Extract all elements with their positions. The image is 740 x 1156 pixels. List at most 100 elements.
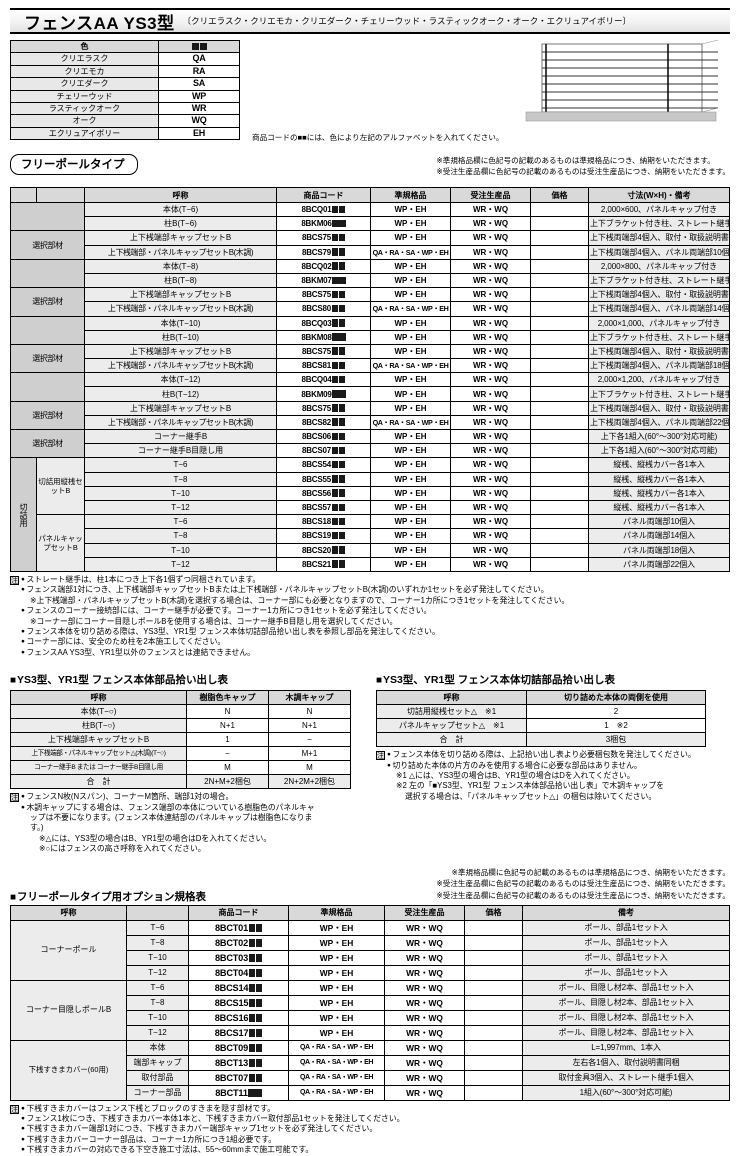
cell-price[interactable] [530, 457, 589, 473]
cell-size: T−6 [84, 514, 277, 530]
cell-remark: 上下桟両端部4個入、パネル両端部14個入、取付・取扱説明書同梱 [588, 301, 730, 317]
cell-price[interactable] [530, 301, 589, 317]
cell-price[interactable] [464, 1039, 523, 1056]
cell-standard: WP・EH [370, 443, 451, 459]
cell-price[interactable] [464, 949, 523, 966]
cell-name: 上下桟端部・パネルキャップセットB(木調) [84, 358, 277, 374]
cell-price[interactable] [530, 556, 589, 572]
cell-order: WR・WQ [450, 301, 531, 317]
cell-order: WR・WQ [450, 414, 531, 431]
parts-lists-section: YS3型、YR1型 フェンス本体部品拾い出し表 呼称 樹脂色キャップ 木調キャッ… [10, 672, 730, 854]
col-remark: 備考 [522, 904, 730, 921]
cell-price[interactable] [464, 1054, 523, 1071]
cell-price[interactable] [530, 428, 589, 445]
code-color-placeholder-icon [339, 219, 346, 228]
code-color-placeholder-icon [338, 460, 346, 469]
table-row: 上下桟端部・パネルキャップセットB(木調) 8BCS81 QA・RA・SA・WP・E… [11, 358, 730, 374]
row-group-label: 選択部材 [10, 287, 85, 317]
cell-product-code: 8BCS80 [276, 301, 371, 317]
cell-order: WR・WQ [450, 400, 531, 416]
note-line: フェンス端部1対につき、上下桟端部キャップセットBまたは上下桟端部・パネルキャッ… [21, 585, 569, 595]
cut-note-list: フェンス本体を切り詰める際は、上記拾い出し表より必要梱包数を発注してください。切… [387, 750, 695, 802]
cell-price[interactable] [530, 528, 589, 544]
cell-price[interactable] [530, 201, 589, 218]
cell-standard: WP・EH [370, 230, 451, 246]
cell-standard: WP・EH [370, 315, 451, 331]
cell-name: 柱B(T−○) [10, 718, 187, 734]
cell-price[interactable] [464, 979, 523, 996]
note-line: コーナー部には、安全のため柱を2本施工してください。 [21, 637, 569, 647]
cell-price[interactable] [464, 934, 523, 951]
cell-total-label: 合 計 [10, 774, 187, 790]
cell-price[interactable] [530, 443, 589, 459]
cell-price[interactable] [464, 1069, 523, 1086]
cell-price[interactable] [530, 329, 589, 345]
color-code-col-header [158, 39, 240, 54]
code-color-placeholder-icon [331, 319, 339, 327]
cell-price[interactable] [464, 1024, 523, 1041]
code-color-placeholder-icon [331, 304, 339, 313]
cell-size: T−12 [84, 556, 277, 572]
color-row: オーク WQ [10, 114, 240, 128]
cell-price[interactable] [530, 272, 589, 289]
col-code: 商品コード [188, 904, 289, 921]
cell-name: 柱B(T−10) [84, 329, 277, 345]
cell-product-code: 8BCQ04 [276, 372, 371, 388]
page-header: フェンスAA YS3型 〔クリエラスク・クリエモカ・クリエダーク・チェリーウッド… [10, 8, 730, 34]
table-row: 本体(T−6) 8BCQ01 WP・EH WR・WQ 2,000×600、パネルキャップ… [10, 201, 730, 232]
table-row: パネルキャップセットB T−6 8BCS18 WP・EH WR・WQ パネル両端部10個入 [11, 514, 730, 572]
code-color-placeholder-icon [255, 924, 262, 932]
cell-remark: パネル両端部14個入 [588, 528, 730, 544]
cell-remark: 上下各1組入(60°〜300°対応可能) [588, 443, 730, 459]
cell-price[interactable] [530, 244, 589, 260]
cell-price[interactable] [464, 1084, 523, 1101]
cell-order: WR・WQ [450, 201, 531, 218]
code-color-placeholder-icon [339, 390, 346, 398]
cell-product-code: 8BCT11 [188, 1084, 289, 1101]
cell-price[interactable] [464, 994, 523, 1011]
cell-price[interactable] [530, 414, 589, 431]
cell-remark: パネル両端部10個入 [588, 514, 730, 530]
cell-price[interactable] [530, 386, 589, 402]
code-color-placeholder-icon [331, 361, 339, 370]
color-name: チェリーウッド [10, 89, 159, 104]
cell-price[interactable] [530, 471, 589, 487]
cell-product-code: 8BCT01 [188, 919, 289, 936]
cell-price[interactable] [530, 258, 589, 274]
cell-price[interactable] [530, 315, 589, 331]
cell-price[interactable] [530, 542, 589, 558]
cell-price[interactable] [530, 287, 589, 303]
cell-order: WR・WQ [450, 216, 531, 232]
cell-price[interactable] [464, 964, 523, 981]
cell-resin-qty: M [186, 760, 269, 776]
table-row: T−8 8BCS19 WP・EH WR・WQ パネル両端部14個入 [11, 528, 730, 544]
col-order: 受注生産品 [450, 187, 531, 203]
cell-price[interactable] [464, 919, 523, 936]
cut-parts-notes: 注 フェンス本体を切り詰める際は、上記拾い出し表より必要梱包数を発注してください… [376, 750, 730, 802]
cell-remark: 上下桟両端部4個入、取付・取扱説明書同梱 [588, 343, 730, 360]
cell-price[interactable] [530, 485, 589, 501]
cell-price[interactable] [530, 499, 589, 516]
cell-price[interactable] [530, 372, 589, 388]
cell-price[interactable] [530, 358, 589, 374]
col-remark: 寸法(W×H)・備考 [588, 187, 730, 203]
cell-price[interactable] [530, 230, 589, 246]
cell-price[interactable] [530, 343, 589, 360]
code-color-placeholder-icon [255, 969, 262, 977]
cell-price[interactable] [530, 400, 589, 416]
cell-order: WR・WQ [384, 1054, 465, 1071]
cell-standard: WP・EH [370, 216, 451, 232]
code-color-placeholder-icon [338, 347, 346, 355]
catalog-page: フェンスAA YS3型 〔クリエラスク・クリエモカ・クリエダーク・チェリーウッド… [0, 8, 740, 1154]
cell-name: 切詰用縦桟セット△ ※1 [376, 704, 527, 720]
cell-price[interactable] [530, 216, 589, 232]
cell-order: WR・WQ [450, 343, 531, 360]
cell-price[interactable] [464, 1009, 523, 1026]
table-row: T−10 8BCS56 WP・EH WR・WQ 縦桟、縦桟カバー各1本入 [11, 485, 730, 501]
cell-order: WR・WQ [450, 443, 531, 459]
cell-price[interactable] [530, 514, 589, 530]
code-color-placeholder-icon [331, 503, 339, 512]
code-color-placeholder-icon [338, 546, 346, 554]
table-row: 下桟すきまカバー(60用) 本体 8BCT09 QA・RA・SA・WP・EH WR・WQ… [10, 1039, 730, 1101]
cell-total-label: 合 計 [376, 732, 527, 748]
